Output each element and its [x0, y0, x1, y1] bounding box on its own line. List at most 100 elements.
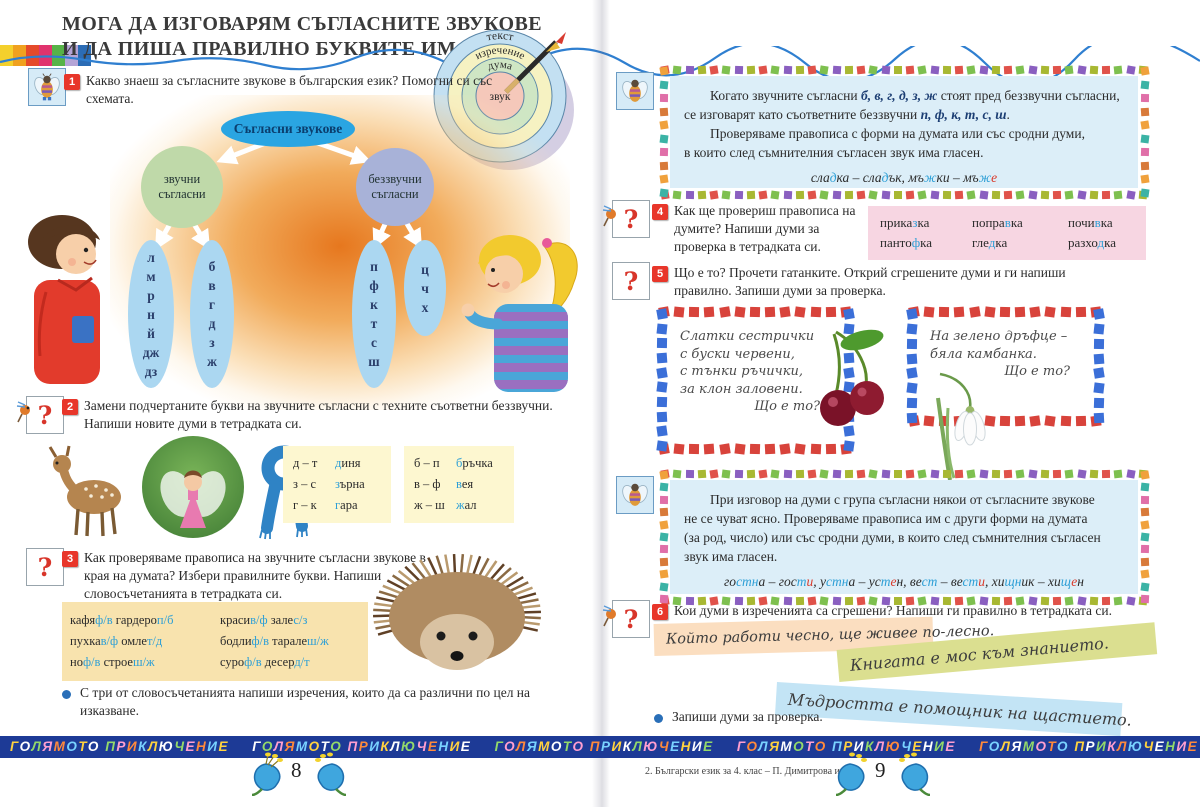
banner-strip: ГОЛЯМОТО ПРИКЛЮЧЕНИЕ ГОЛЯМОТО ПРИКЛЮЧЕНИ… — [0, 736, 1200, 758]
svg-text:изречение: изречение — [473, 44, 527, 62]
check-word: пантофка — [880, 235, 933, 250]
exercise-6-bullet-text: Запиши думи за проверка. — [672, 709, 823, 724]
rule-line: Когато звучните съгласни б, в, г, д, з, … — [710, 88, 1120, 103]
scheme-branch-voiced: звучни съгласни — [141, 146, 223, 228]
riddle-1-text: Слатки сестрички с буски червени, с тънки … — [680, 329, 820, 414]
bee-mascot-icon — [616, 72, 654, 110]
exercise-4-text: Как ще провериш правописа на думите? Нап… — [674, 203, 856, 254]
bee-mascot-icon — [616, 476, 654, 514]
ring-label-sentence: изречение — [473, 44, 527, 62]
choice-row: кафяф/в гардероп/б — [70, 613, 174, 627]
bullet-dot — [62, 690, 71, 699]
book-credit: 2. Български език за 4. клас – П. Димитр… — [645, 766, 855, 777]
pair-row: з – с зърна — [293, 477, 365, 491]
rule-example: сладка – сладък, мъжки – мъже — [810, 170, 998, 185]
fairy-photo — [142, 436, 244, 538]
exercise-3-text: Как проверяваме правописа на звучните съ… — [84, 550, 426, 601]
rule-line: (за род, число) или със сродни думи, в к… — [684, 530, 1101, 545]
question-mark-glyph: ? — [37, 400, 53, 430]
page-number-right: 9 — [875, 758, 886, 782]
check-word: поправка — [972, 215, 1023, 230]
riddle-box-1: Слатки сестрички с буски червени, с тънки … — [655, 305, 855, 455]
flower-fairy-icon — [899, 752, 931, 796]
ring-label-text: текст — [486, 30, 515, 43]
pair-row: г – к гара — [293, 498, 358, 512]
hedgehog-photo — [373, 553, 541, 670]
question-mascot-icon: ? — [612, 262, 650, 300]
dart-icon — [504, 32, 566, 94]
exercise-2-number: 2 — [62, 399, 78, 415]
dragonfly-icon — [602, 205, 616, 227]
rule-line: в които след съмнителния съгласен звук и… — [684, 145, 984, 160]
exercise-5-text: Що е то? Прочети гатанките. Открий сгреш… — [674, 265, 1066, 298]
rule-box-1: Когато звучните съгласни б, в, г, д, з, … — [658, 64, 1150, 200]
question-mascot-icon: ? — [16, 396, 64, 434]
exercise-6-text: Кои думи в изреченията са сгрешени? Напи… — [674, 603, 1112, 618]
girl-illustration — [461, 235, 578, 392]
question-mascot-icon: ? — [26, 548, 64, 586]
rule-line: При изговор на думи с група съгласни няк… — [710, 492, 1095, 507]
page-fold — [592, 0, 610, 807]
riddle-box-2: На зелено дръфце – бяла камбанка. Що е то? — [905, 305, 1105, 427]
exercise-4-number: 4 — [652, 204, 668, 220]
rule-line: се изговарят като съответните беззвучни … — [684, 107, 1010, 122]
riddle-2-text: На зелено дръфце – бяла камбанка. Що е то? — [930, 329, 1070, 379]
banner-text: ГОЛЯМОТО ПРИКЛЮЧЕНИЕ ГОЛЯМОТО ПРИКЛЮЧЕНИ… — [10, 739, 1199, 754]
scheme-branch-voiceless: беззвучни съгласни — [356, 148, 434, 226]
choice-row: пухкав/ф омлет/д — [70, 634, 163, 648]
page-number-left: 8 — [291, 758, 302, 782]
check-words-box: приказка поправка почивка пантофка гледк… — [868, 206, 1146, 260]
exercise-2-text: Замени подчертаните букви на звучните съ… — [84, 398, 553, 431]
question-mark-glyph: ? — [623, 266, 639, 296]
scheme-root: Съгласни звукове — [221, 111, 355, 147]
deer-photo — [48, 445, 121, 537]
check-word: гледка — [972, 235, 1008, 250]
exercise-5-number: 5 — [652, 266, 668, 282]
check-word: почивка — [1068, 215, 1113, 230]
boy-illustration — [28, 215, 100, 384]
title-line1: МОГА ДА ИЗГОВАРЯМ СЪГЛАСНИТЕ ЗВУКОВЕ — [62, 13, 542, 35]
choice-row: бодлиф/в таралеш/ж — [220, 634, 329, 648]
exercise-3-number: 3 — [62, 551, 78, 567]
pair-row: ж – ш жал — [414, 498, 477, 512]
question-mascot-icon: ? — [602, 600, 650, 638]
cherries-photo — [820, 329, 884, 426]
question-mark-glyph: ? — [623, 604, 639, 634]
page-title: МОГА ДА ИЗГОВАРЯМ СЪГЛАСНИТЕ ЗВУКОВЕ И Д… — [62, 12, 542, 62]
dragonfly-icon — [16, 401, 30, 423]
bee-mascot-icon — [28, 68, 66, 106]
wavy-divider — [0, 46, 1200, 78]
choice-row: красив/ф залес/з — [220, 613, 308, 627]
svg-text:текст: текст — [486, 30, 515, 43]
snowdrop-photo — [936, 372, 986, 481]
bullet-dot — [654, 714, 663, 723]
pair-row: б – п бръчка — [414, 456, 493, 470]
question-mark-glyph: ? — [37, 552, 53, 582]
exercise-1-number: 1 — [64, 74, 80, 90]
dragonfly-icon — [602, 605, 616, 627]
letters-column-1: л м р н й дж дз — [128, 240, 174, 388]
title-line2: И ДА ПИША ПРАВИЛНО БУКВИТЕ ИМ — [62, 38, 457, 60]
exercise-6-number: 6 — [652, 604, 668, 620]
check-word: разходка — [1068, 235, 1117, 250]
rule-line: звук има гласен. — [684, 549, 778, 564]
pair-row: в – ф вея — [414, 477, 474, 491]
rule-line: не се чуват ясно. Проверяваме правописа … — [684, 511, 1088, 526]
rule-box-2: При изговор на думи с група съгласни няк… — [658, 468, 1150, 606]
sound-pairs-box-1: д – т диня з – с зърна г – к гара — [283, 446, 391, 523]
flower-fairy-icon — [835, 752, 867, 796]
pair-row: д – т диня — [293, 456, 361, 470]
choice-box-2: красив/ф залес/з бодлиф/в таралеш/ж суро… — [212, 602, 368, 681]
sound-pairs-box-2: б – п бръчка в – ф вея ж – ш жал — [404, 446, 514, 523]
question-mascot-icon: ? — [602, 200, 650, 238]
choice-box-1: кафяф/в гардероп/б пухкав/ф омлет/д ноф/… — [62, 602, 214, 681]
flower-fairy-icon — [315, 752, 347, 796]
choice-row: суроф/в десерд/т — [220, 655, 310, 669]
question-mark-glyph: ? — [623, 204, 639, 234]
exercise-3-bullet-text: С три от словосъчетанията напиши изречен… — [80, 685, 531, 718]
rule-example: гостна – гости, устна – устен, вест – ве… — [724, 574, 1084, 589]
